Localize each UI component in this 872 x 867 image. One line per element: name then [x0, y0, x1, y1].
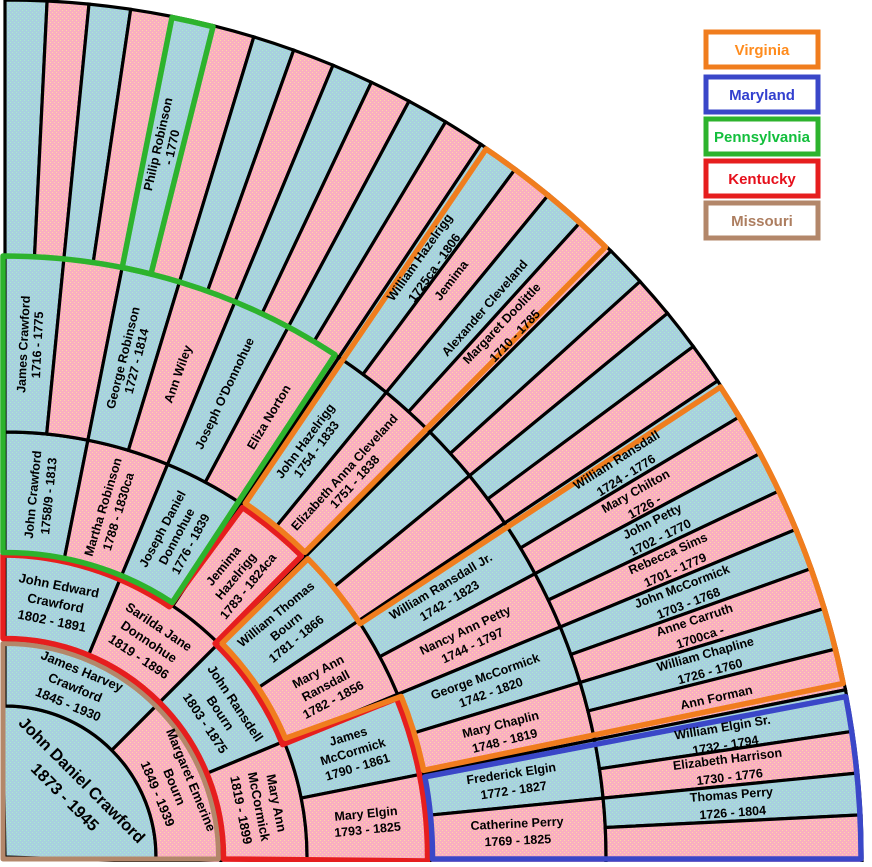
svg-text:James Crawford: James Crawford — [14, 295, 33, 393]
svg-text:Kentucky: Kentucky — [728, 171, 796, 188]
svg-text:Thomas Perry: Thomas Perry — [689, 785, 773, 805]
svg-text:1793 - 1825: 1793 - 1825 — [334, 820, 402, 840]
svg-text:Pennsylvania: Pennsylvania — [714, 129, 811, 146]
svg-text:Missouri: Missouri — [731, 213, 793, 230]
svg-text:Virginia: Virginia — [735, 42, 790, 59]
svg-text:Catherine Perry: Catherine Perry — [470, 814, 564, 833]
svg-text:Maryland: Maryland — [729, 87, 795, 104]
svg-text:1769 - 1825: 1769 - 1825 — [484, 832, 551, 849]
svg-text:1726 - 1804: 1726 - 1804 — [699, 803, 767, 822]
svg-text:Mary Elgin: Mary Elgin — [334, 804, 398, 824]
svg-text:1716 - 1775: 1716 - 1775 — [29, 311, 46, 378]
